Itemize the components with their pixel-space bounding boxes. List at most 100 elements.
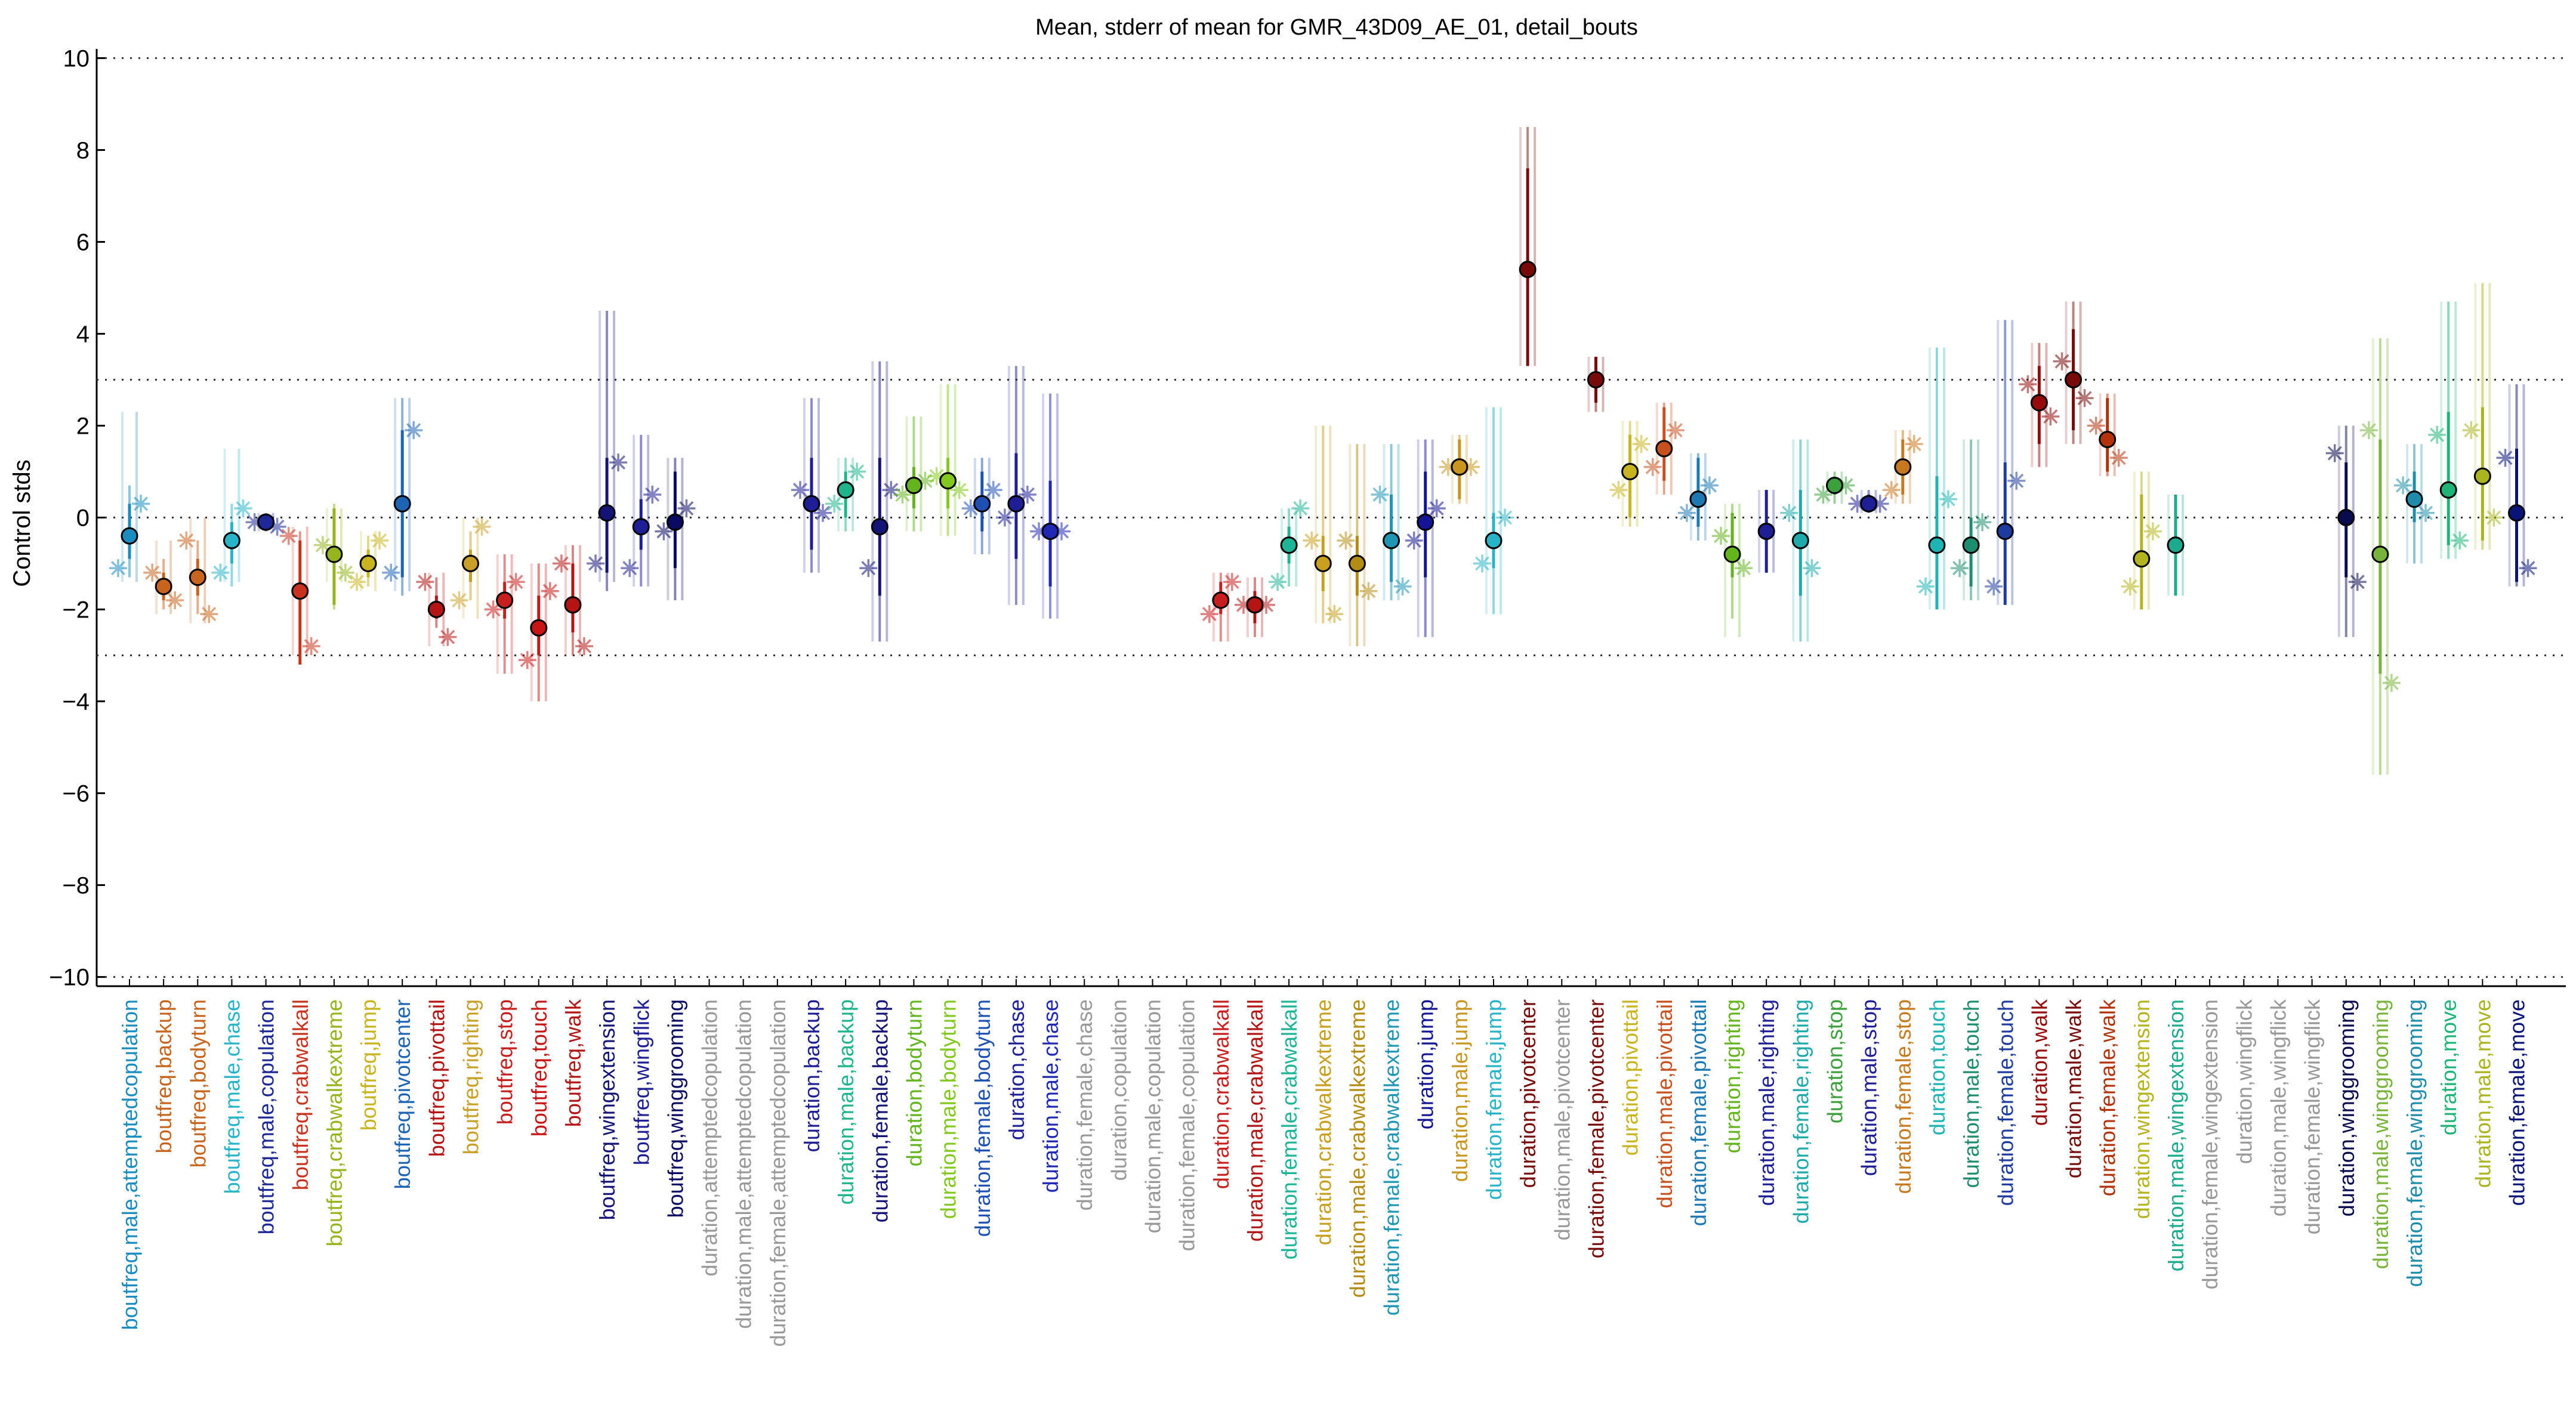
sex-mean-star [1473, 554, 1491, 573]
mean-marker [2337, 509, 2355, 526]
x-tick-label: duration,female,crabwalkextreme [1380, 999, 1404, 1316]
sex-mean-star [621, 559, 639, 578]
x-tick-label: duration,male,attemptedcopulation [732, 999, 756, 1329]
mean-marker [803, 495, 820, 512]
sex-mean-star [1371, 485, 1389, 504]
mean-marker [1826, 477, 1843, 495]
sex-mean-star [655, 522, 673, 541]
mean-marker [1212, 591, 1230, 609]
mean-marker [325, 545, 343, 563]
sex-mean-star [2451, 532, 2469, 550]
sex-mean-star [859, 559, 878, 578]
mean-marker [1451, 458, 1469, 476]
sex-mean-star [791, 481, 809, 499]
x-tick-label: duration,righting [1720, 999, 1745, 1153]
x-tick-label: boutfreq,stop [493, 999, 517, 1125]
sex-mean-star [2325, 444, 2344, 462]
x-tick-label: duration,male,bodyturn [936, 999, 961, 1219]
sex-mean-star [2121, 578, 2139, 596]
x-tick-label: boutfreq,wingflick [629, 999, 653, 1165]
x-tick-label: duration,copulation [1106, 999, 1131, 1181]
sex-mean-star [416, 573, 434, 591]
x-tick-label: duration,female,righting [1788, 999, 1813, 1224]
sex-mean-star [2417, 504, 2435, 522]
x-tick-label: duration,male,righting [1754, 999, 1779, 1206]
x-tick-label: boutfreq,crabwalkextreme [322, 999, 347, 1246]
sex-mean-star [961, 499, 980, 518]
x-tick-label: boutfreq,wingextension [595, 999, 619, 1220]
x-tick-label: duration,female,jump [1482, 999, 1506, 1200]
mean-marker [2405, 490, 2423, 508]
x-tick-label: duration,female,bodyturn [970, 999, 995, 1237]
sex-mean-star [518, 651, 536, 669]
sex-mean-star [336, 563, 354, 582]
sex-mean-star [814, 504, 832, 522]
x-tick-label: duration,female,attemptedcopulation [766, 999, 790, 1347]
sex-mean-star [2462, 421, 2481, 440]
x-tick-label: duration,jump [1414, 999, 1438, 1129]
x-tick-label: duration,wingextension [2130, 999, 2154, 1219]
sex-mean-star [507, 573, 525, 591]
sex-mean-star [1405, 532, 1423, 550]
sex-mean-star [2041, 407, 2060, 426]
sex-mean-star [143, 563, 162, 582]
sex-mean-star [2019, 375, 2037, 394]
sex-mean-star [1325, 605, 1344, 623]
sex-mean-star [2143, 522, 2162, 541]
mean-marker [1246, 596, 1264, 614]
sex-mean-star [1303, 532, 1321, 550]
mean-marker [1655, 440, 1673, 458]
x-tick-label: duration,male,backup [834, 999, 858, 1205]
y-axis-label: Control stds [9, 459, 35, 586]
mean-marker [598, 504, 616, 522]
sex-mean-star [484, 600, 502, 619]
y-tick-label: −8 [62, 873, 90, 899]
mean-marker [1519, 261, 1537, 279]
sex-mean-star [1337, 532, 1355, 550]
x-tick-label: duration,backup [800, 999, 824, 1152]
sex-mean-star [587, 554, 605, 573]
x-tick-label: duration,female,touch [1993, 999, 2017, 1206]
sex-mean-star [927, 467, 946, 486]
mean-marker [223, 532, 240, 549]
sex-mean-star [541, 582, 559, 600]
sex-mean-star [1803, 559, 1821, 578]
sex-mean-star [848, 462, 866, 481]
mean-marker [462, 555, 479, 573]
y-tick-label: 2 [76, 413, 90, 439]
mean-marker [2099, 431, 2117, 449]
sex-mean-star [1735, 559, 1753, 578]
mean-marker [1485, 532, 1503, 549]
sex-mean-star [1291, 499, 1310, 518]
x-tick-label: duration,wingflick [2232, 999, 2256, 1164]
mean-marker [871, 518, 889, 536]
y-tick-label: 8 [76, 137, 90, 163]
sex-mean-star [132, 495, 150, 513]
sex-mean-star [177, 532, 196, 550]
sex-mean-star [609, 453, 628, 472]
sex-mean-star [313, 536, 332, 554]
sex-mean-star [2087, 416, 2105, 435]
sex-mean-star [882, 481, 900, 499]
x-tick-label: boutfreq,touch [527, 999, 551, 1137]
x-tick-label: duration,male,crabwalkextreme [1345, 999, 1369, 1298]
mean-marker [837, 481, 854, 499]
x-tick-label: duration,female,move [2505, 999, 2529, 1206]
sex-mean-star [245, 513, 264, 532]
mean-marker [905, 477, 923, 495]
sex-mean-star [450, 591, 468, 610]
sex-mean-star [1700, 476, 1719, 495]
sex-mean-star [1916, 578, 1935, 596]
sex-mean-star [109, 559, 127, 578]
sex-mean-star [1200, 605, 1218, 623]
sex-mean-star [825, 495, 844, 513]
sex-mean-star [371, 532, 389, 550]
mean-marker [1791, 532, 1809, 549]
x-tick-label: duration,male,pivotcenter [1550, 999, 1574, 1240]
sex-mean-star [405, 421, 423, 440]
mean-marker [1962, 536, 1980, 554]
sex-mean-star [382, 563, 400, 582]
y-tick-label: −4 [62, 689, 90, 715]
x-tick-label: boutfreq,male,chase [220, 999, 244, 1194]
